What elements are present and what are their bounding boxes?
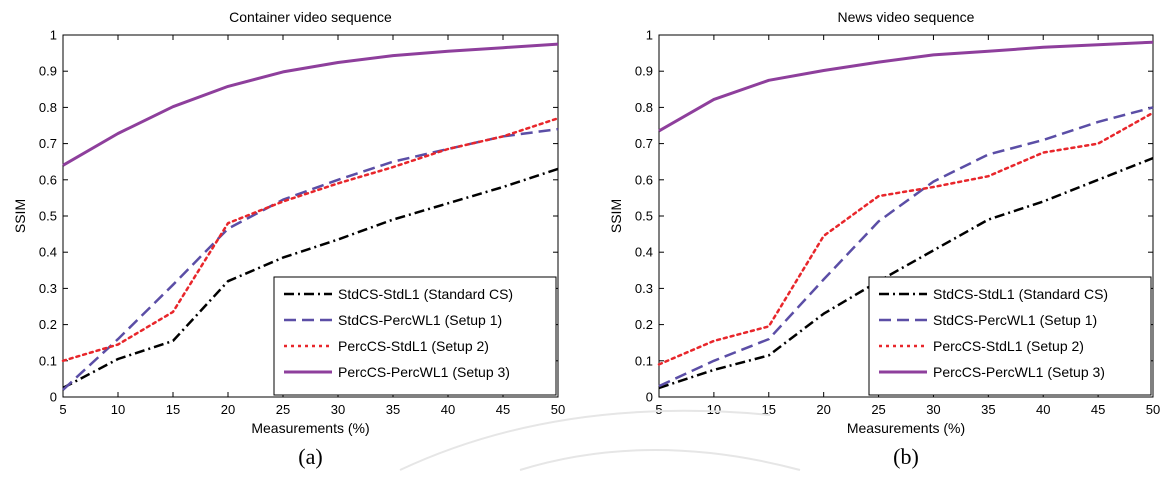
series-line-1 bbox=[658, 156, 1154, 390]
series-line-3 bbox=[61, 117, 560, 363]
x-tick-label: 5 bbox=[655, 402, 662, 417]
legend-label: PercCS-StdL1 (Setup 2) bbox=[933, 338, 1084, 354]
x-tick-label: 50 bbox=[551, 402, 565, 417]
legend-label: StdCS-StdL1 (Standard CS) bbox=[338, 286, 513, 302]
legend-label: StdCS-PercWL1 (Setup 1) bbox=[933, 312, 1097, 328]
y-axis-label: SSIM bbox=[608, 199, 624, 233]
y-tick-label: 0.5 bbox=[635, 209, 653, 224]
series-line-4 bbox=[62, 42, 559, 167]
series-line-2 bbox=[658, 106, 1154, 388]
y-tick-label: 0.8 bbox=[39, 100, 57, 115]
x-tick-label: 30 bbox=[926, 402, 940, 417]
y-tick-label: 0.1 bbox=[39, 353, 57, 368]
x-tick-label: 20 bbox=[221, 402, 235, 417]
x-tick-label: 45 bbox=[496, 402, 510, 417]
x-tick-label: 35 bbox=[981, 402, 995, 417]
series-line-4 bbox=[658, 40, 1154, 133]
y-tick-label: 0.9 bbox=[39, 64, 57, 79]
x-tick-label: 50 bbox=[1146, 402, 1160, 417]
background-arcs bbox=[399, 409, 801, 471]
chart-panel-news: News video sequence Measurements (%) SSI… bbox=[608, 9, 1160, 469]
plot-area: 5 10 15 20 25 30 35 40 45 50 0 0.1 0.2 0.3 0.4 0.5 0.6 0.… bbox=[635, 28, 1160, 418]
legend-label: StdCS-PercWL1 (Setup 1) bbox=[338, 312, 502, 328]
plot-area: 5 10 15 20 25 30 35 40 45 50 0 0.1 0.2 0.3 0.4 0.5 0.6 0.… bbox=[39, 28, 565, 418]
y-tick-label: 0.2 bbox=[635, 317, 653, 332]
y-tick-label: 0 bbox=[50, 390, 57, 405]
legend-box bbox=[273, 276, 557, 396]
y-tick-label: 0.7 bbox=[635, 136, 653, 151]
legend-box bbox=[868, 276, 1152, 396]
x-tick-label: 35 bbox=[386, 402, 400, 417]
panel-caption: (b) bbox=[893, 444, 919, 469]
x-tick-label: 40 bbox=[1036, 402, 1050, 417]
y-tick-label: 0.2 bbox=[39, 317, 57, 332]
chart-title: News video sequence bbox=[838, 9, 975, 25]
y-tick-label: 1 bbox=[646, 28, 653, 43]
legend-label: PercCS-PercWL1 (Setup 3) bbox=[338, 364, 510, 380]
x-tick-label: 30 bbox=[331, 402, 345, 417]
y-axis-label: SSIM bbox=[12, 199, 28, 233]
y-tick-label: 0 bbox=[646, 390, 653, 405]
y-tick-label: 0.4 bbox=[635, 245, 653, 260]
series-line-3 bbox=[657, 111, 1155, 366]
x-tick-label: 10 bbox=[707, 402, 721, 417]
x-tick-label: 15 bbox=[762, 402, 776, 417]
y-tick-label: 0.3 bbox=[39, 281, 57, 296]
y-tick-label: 0.1 bbox=[635, 353, 653, 368]
x-tick-label: 15 bbox=[166, 402, 180, 417]
panel-caption: (a) bbox=[298, 444, 322, 469]
x-tick-label: 45 bbox=[1091, 402, 1105, 417]
x-tick-label: 20 bbox=[816, 402, 830, 417]
x-axis-label: Measurements (%) bbox=[847, 420, 965, 436]
x-axis-label: Measurements (%) bbox=[251, 420, 369, 436]
x-tick-label: 25 bbox=[276, 402, 290, 417]
y-tick-label: 0.6 bbox=[635, 172, 653, 187]
x-tick-label: 10 bbox=[111, 402, 125, 417]
y-tick-label: 0.4 bbox=[39, 245, 57, 260]
y-tick-label: 0.3 bbox=[635, 281, 653, 296]
y-tick-label: 0.6 bbox=[39, 172, 57, 187]
chart-panel-container: Container video sequence Measurements (%… bbox=[12, 9, 565, 469]
y-tick-label: 1 bbox=[50, 28, 57, 43]
legend: StdCS-StdL1 (Standard CS) StdCS-PercWL1 (… bbox=[273, 276, 557, 396]
legend-label: PercCS-StdL1 (Setup 2) bbox=[338, 338, 489, 354]
x-tick-label: 40 bbox=[441, 402, 455, 417]
chart-title: Container video sequence bbox=[229, 9, 392, 25]
legend-label: PercCS-PercWL1 (Setup 3) bbox=[933, 364, 1105, 380]
legend: StdCS-StdL1 (Standard CS) StdCS-PercWL1 (… bbox=[868, 276, 1152, 396]
x-tick-label: 5 bbox=[59, 402, 66, 417]
y-tick-label: 0.8 bbox=[635, 100, 653, 115]
series-line-1 bbox=[62, 167, 559, 390]
y-tick-label: 0.5 bbox=[39, 209, 57, 224]
y-tick-label: 0.7 bbox=[39, 136, 57, 151]
legend-label: StdCS-StdL1 (Standard CS) bbox=[933, 286, 1108, 302]
x-tick-label: 25 bbox=[871, 402, 885, 417]
y-tick-label: 0.9 bbox=[635, 64, 653, 79]
